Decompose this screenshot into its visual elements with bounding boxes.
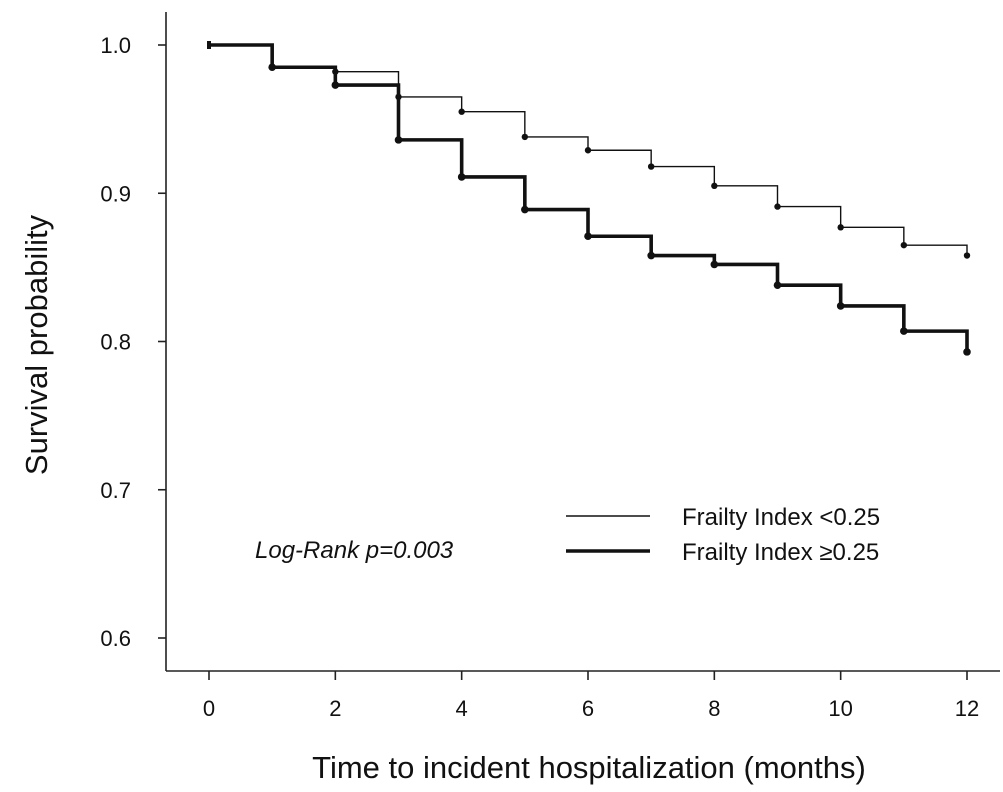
axes: [165, 12, 1000, 672]
series-2-point: [268, 63, 276, 72]
series-2-point: [331, 81, 340, 89]
series-2-point: [647, 251, 655, 260]
log-rank-annotation: Log-Rank p=0.003: [255, 537, 454, 564]
x-tick-label: 4: [456, 696, 468, 721]
legend-label-1: Frailty Index <0.25: [682, 504, 880, 531]
legend: Frailty Index <0.25 Frailty Index ≥0.25: [566, 504, 880, 566]
series-2-point: [773, 281, 782, 289]
x-tick-label: 6: [582, 696, 594, 721]
x-tick-label: 8: [708, 696, 720, 721]
series-1-point: [647, 163, 655, 170]
series-2-point: [836, 302, 845, 310]
x-tick-label: 0: [203, 696, 215, 721]
y-tick-label: 1.0: [100, 33, 131, 58]
y-tick-label: 0.7: [100, 478, 131, 503]
series-2-point: [521, 205, 529, 214]
series-1-point: [584, 147, 592, 154]
series-2-point: [963, 348, 971, 356]
series-line-2: [209, 43, 969, 352]
x-tick-label: 2: [329, 696, 341, 721]
y-tick-label: 0.8: [100, 330, 131, 355]
series-1-point: [458, 108, 465, 115]
x-tick-label: 10: [828, 696, 852, 721]
series-2-point: [900, 327, 908, 335]
series-1-point: [774, 203, 781, 210]
ticks: 0.6 0.7 0.8 0.9 1.0 0 2 4 6 8 10 12: [100, 33, 979, 721]
legend-label-2: Frailty Index ≥0.25: [682, 539, 879, 566]
series-2-point: [584, 232, 592, 241]
series-1-point: [837, 224, 844, 231]
y-tick-label: 0.6: [100, 626, 131, 651]
series-layer: [207, 41, 971, 356]
series-1-point: [521, 133, 529, 141]
series-1-point: [963, 252, 971, 259]
series-1-point: [900, 241, 908, 249]
y-axis-title: Survival probability: [19, 214, 54, 475]
series-1-point: [711, 182, 718, 190]
series-2-point: [710, 260, 719, 269]
x-axis-title: Time to incident hospitalization (months…: [312, 750, 866, 785]
series-2-point: [457, 173, 466, 181]
x-tick-label: 12: [955, 696, 979, 721]
series-2-point: [394, 136, 403, 144]
y-tick-label: 0.9: [100, 181, 131, 206]
